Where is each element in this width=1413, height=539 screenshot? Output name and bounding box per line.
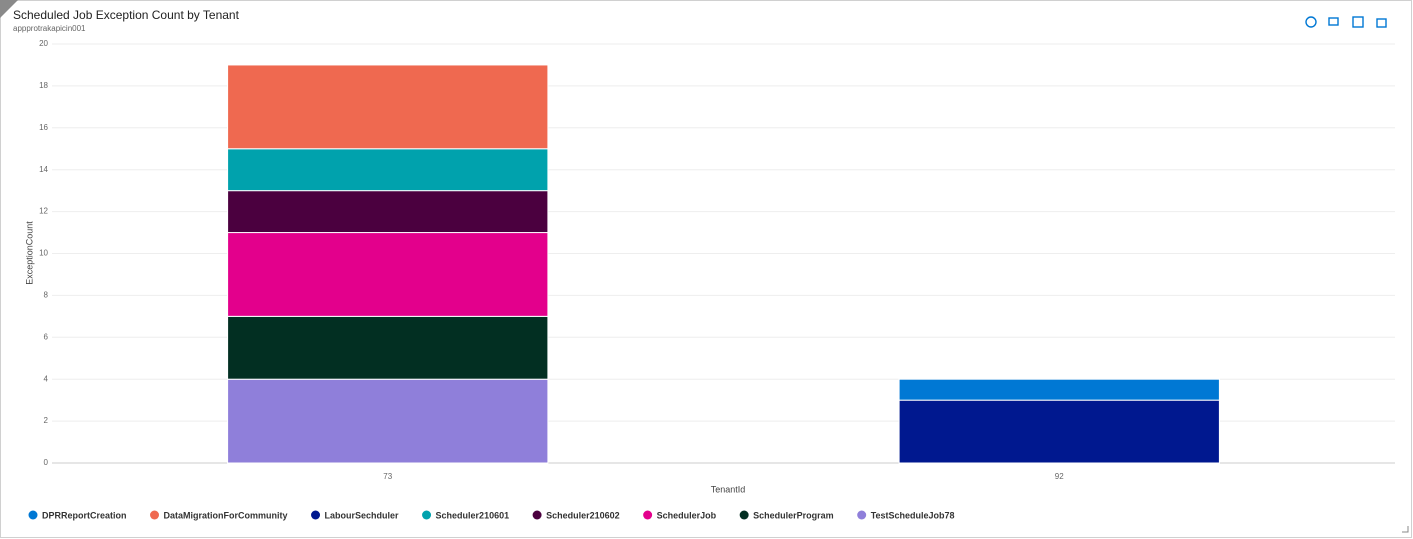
legend-label: DPRReportCreation [42,510,127,520]
y-tick-label: 18 [39,81,48,90]
x-axis-label: TenantId [711,484,746,494]
legend-label: Scheduler210602 [546,510,620,520]
legend-marker [739,510,749,520]
y-tick-label: 16 [39,123,48,132]
legend-label: TestScheduleJob78 [871,510,955,520]
query-icon[interactable] [1328,17,1339,26]
bar-segment [227,64,549,150]
y-tick-label: 14 [39,165,48,174]
legend-marker [150,510,160,520]
legend-marker [28,510,38,520]
y-tick-label: 6 [44,332,49,341]
toolbar [1305,16,1387,28]
edit-icon[interactable] [1352,16,1364,28]
legend-marker [311,510,321,520]
legend-marker [532,510,542,520]
x-tick-label: 73 [383,472,392,481]
bar-segment [227,148,549,192]
y-tick-label: 8 [44,291,49,300]
y-axis-label: ExceptionCount [24,221,34,285]
bar-segment [227,315,549,380]
legend-label: SchedulerJob [657,510,717,520]
chart-title: Scheduled Job Exception Count by Tenant [13,8,240,22]
legend-label: DataMigrationForCommunity [164,510,288,520]
bar-segment [227,378,549,464]
bar-segment [227,190,549,234]
legend-marker [643,510,653,520]
y-tick-label: 10 [39,249,48,258]
legend-marker [857,510,867,520]
y-tick-label: 2 [44,416,49,425]
legend-marker [422,510,432,520]
legend-label: LabourSechduler [325,510,400,520]
chart-subtitle: appprotrakapicin001 [13,24,86,33]
bar-segment [898,399,1220,464]
refresh-icon[interactable] [1305,16,1317,28]
y-tick-label: 4 [44,374,49,383]
filter-corner [0,0,18,18]
y-tick-label: 0 [44,458,49,467]
legend-label: SchedulerProgram [753,510,834,520]
legend-label: Scheduler210601 [436,510,510,520]
pin-icon[interactable] [1376,18,1387,28]
x-tick-label: 92 [1055,472,1064,481]
bar-segment [227,232,549,317]
bar-segment [898,378,1220,401]
resize-handle[interactable] [1402,526,1409,533]
y-tick-label: 12 [39,207,48,216]
y-tick-label: 20 [39,39,48,48]
